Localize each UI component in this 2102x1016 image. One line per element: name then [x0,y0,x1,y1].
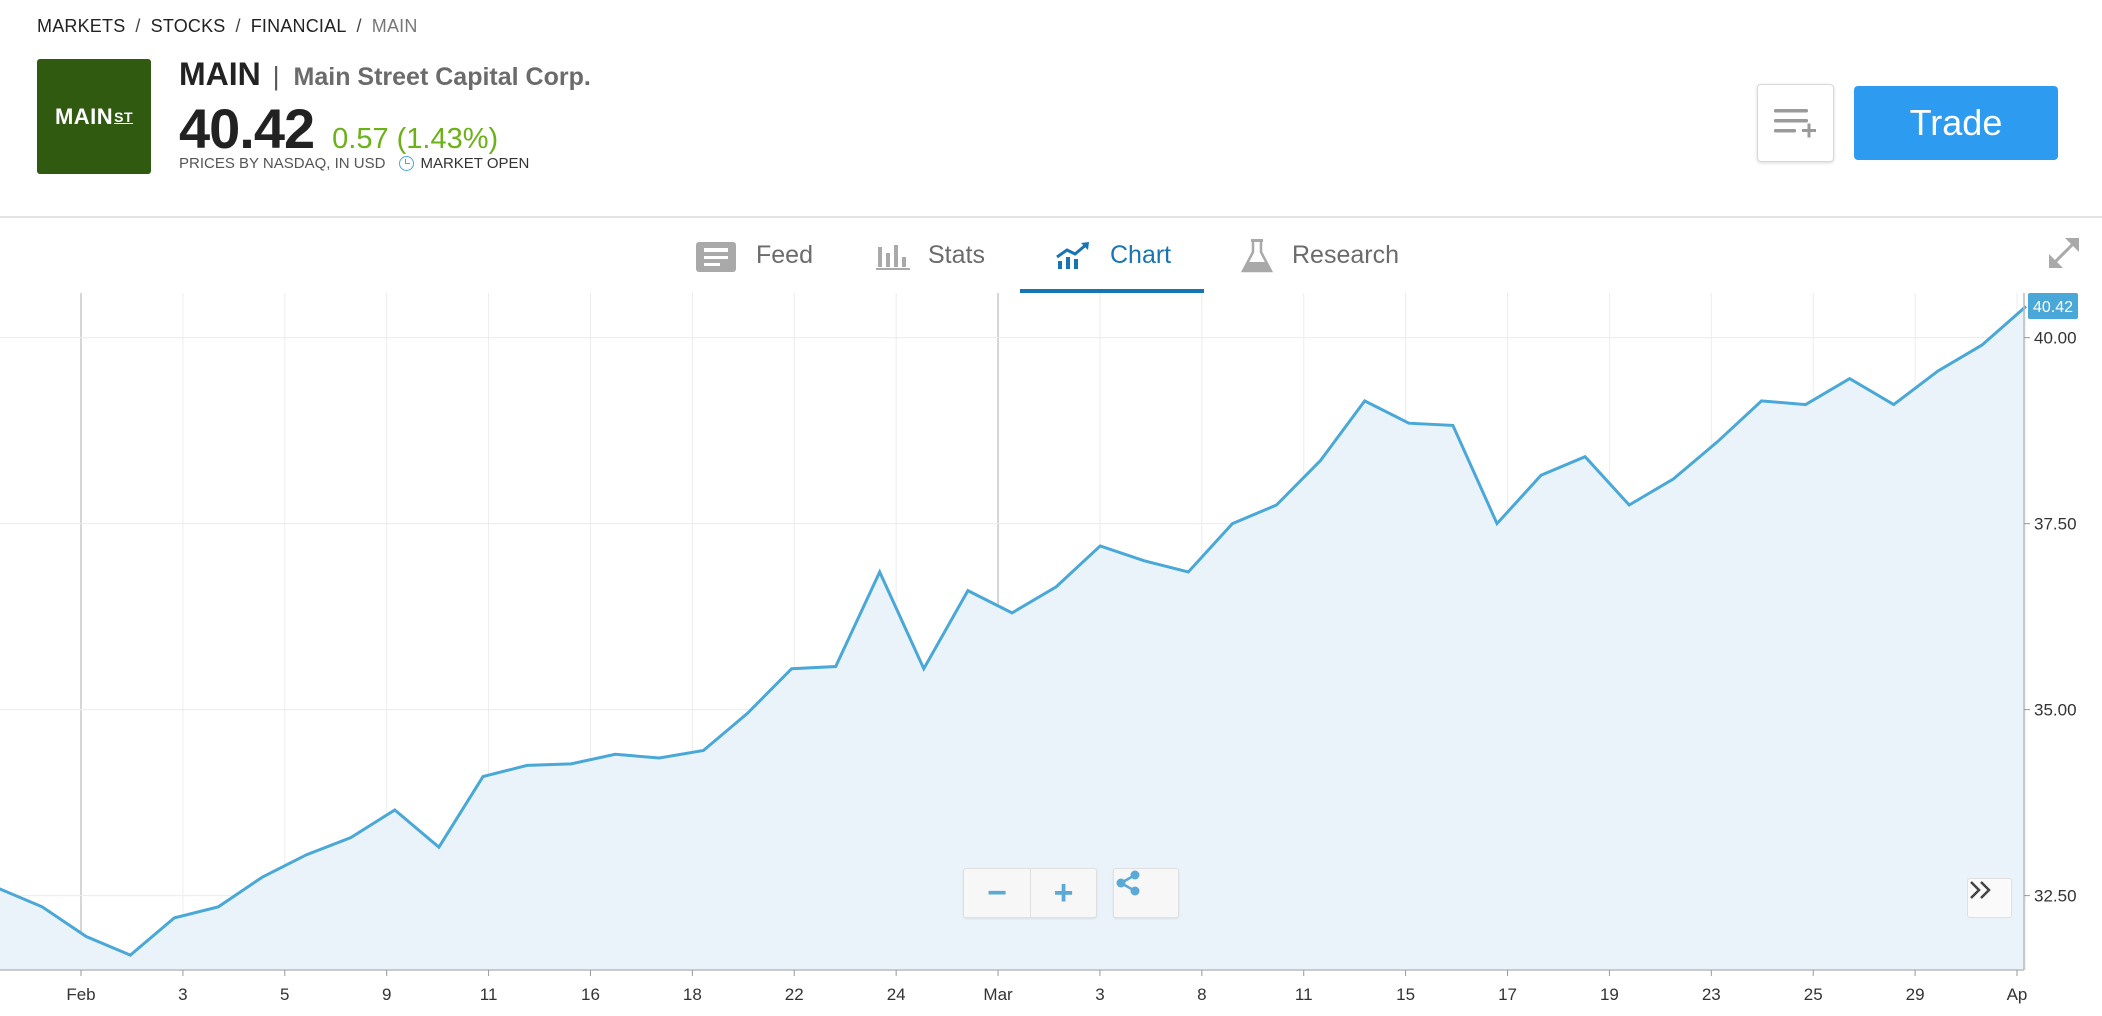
trade-button[interactable]: Trade [1854,86,2058,160]
x-tick-label: Mar [983,985,1013,1004]
y-tick-label: 37.50 [2034,515,2077,534]
active-tab-indicator [1020,289,1204,293]
feed-icon [694,238,738,274]
company-name: Main Street Capital Corp. [293,63,591,91]
x-tick-label: 22 [785,985,804,1004]
price-chart[interactable]: 32.50 35.00 37.50 40.00 40.42 Feb 3 5 9 11 16 18 22 2… [0,293,2102,1016]
expand-icon [2049,238,2079,268]
ticker-symbol: MAIN [179,56,261,92]
breadcrumb-markets[interactable]: MARKETS [37,16,126,36]
add-to-watchlist-icon [1773,109,1816,138]
clock-icon [399,156,415,171]
breadcrumb-stocks[interactable]: STOCKS [150,16,226,36]
header-divider [0,216,2102,218]
tab-research-label: Research [1292,241,1399,269]
instrument-tabs: Feed Stats [0,218,2102,293]
research-icon [1240,237,1274,275]
x-tick-label: 11 [480,985,498,1004]
zoom-controls: − + [963,868,1097,918]
price-source: PRICES BY NASDAQ, IN USD [179,155,386,172]
market-status: MARKET OPEN [399,155,529,172]
x-tick-label: 8 [1197,985,1206,1004]
breadcrumb-separator: / [135,16,141,36]
x-tick-label: 5 [280,985,289,1004]
logo-text: MAIN [54,103,114,129]
stats-icon [876,241,910,271]
zoom-out-button[interactable]: − [987,873,1007,912]
x-tick-label: 25 [1804,985,1823,1004]
tab-stats-label: Stats [928,241,985,269]
tab-research[interactable]: Research [1240,218,1399,293]
x-tick-label: 15 [1396,985,1415,1004]
price-row: 40.42 0.57 (1.43%) [179,96,498,161]
x-tick-label: 9 [382,985,391,1004]
x-tick-label: 18 [683,985,702,1004]
breadcrumb-financial[interactable]: FINANCIAL [250,16,347,36]
scroll-to-latest-button[interactable] [1967,878,2012,918]
price-change: 0.57 (1.43%) [332,123,499,155]
x-tick-label: Ap [2007,985,2028,1004]
x-tick-label: 29 [1906,985,1925,1004]
breadcrumb-separator: / [235,16,241,36]
tab-stats[interactable]: Stats [876,218,985,293]
double-chevron-right-icon [1970,881,1991,899]
price-chart-svg: 32.50 35.00 37.50 40.00 40.42 Feb 3 5 9 11 16 18 22 2… [0,293,2078,1004]
company-logo: MAIN ST [37,59,151,174]
y-tick-label: 32.50 [2034,887,2077,906]
x-tick-label: 17 [1498,985,1517,1004]
instrument-title: MAIN | Main Street Capital Corp. [179,56,591,93]
share-icon [1116,870,1140,896]
x-tick-label: Feb [66,985,95,1004]
x-tick-label: 23 [1702,985,1721,1004]
x-tick-label: 11 [1295,985,1313,1004]
x-tick-label: 3 [178,985,187,1004]
current-price-badge [2028,293,2078,319]
add-to-watchlist-button[interactable] [1757,84,1834,162]
price-area-fill [0,306,2026,970]
breadcrumb: MARKETS / STOCKS / FINANCIAL / MAIN [37,16,418,37]
y-tick-label: 35.00 [2034,701,2077,720]
tab-chart-label: Chart [1110,241,1172,269]
market-status-label: MARKET OPEN [420,155,530,172]
price-meta: PRICES BY NASDAQ, IN USD MARKET OPEN [179,155,529,172]
tab-chart[interactable]: Chart [1056,218,1171,293]
tab-feed[interactable]: Feed [694,218,813,293]
x-tick-label: 24 [887,985,906,1004]
chart-icon [1056,241,1092,271]
zoom-in-button[interactable]: + [1030,869,1096,917]
expand-chart-button[interactable] [2046,235,2082,271]
x-tick-label: 19 [1600,985,1619,1004]
share-button[interactable] [1113,868,1179,918]
current-price: 40.42 [179,97,315,160]
logo-suffix: ST [114,108,134,125]
title-divider: | [272,61,280,91]
current-price-label: 40.42 [2033,299,2073,316]
breadcrumb-separator: / [356,16,362,36]
x-tick-label: 16 [581,985,600,1004]
price-series-line [0,305,2027,957]
breadcrumb-current: MAIN [371,16,418,36]
tab-feed-label: Feed [756,241,813,269]
x-tick-label: 3 [1095,985,1104,1004]
y-tick-label: 40.00 [2034,329,2077,348]
